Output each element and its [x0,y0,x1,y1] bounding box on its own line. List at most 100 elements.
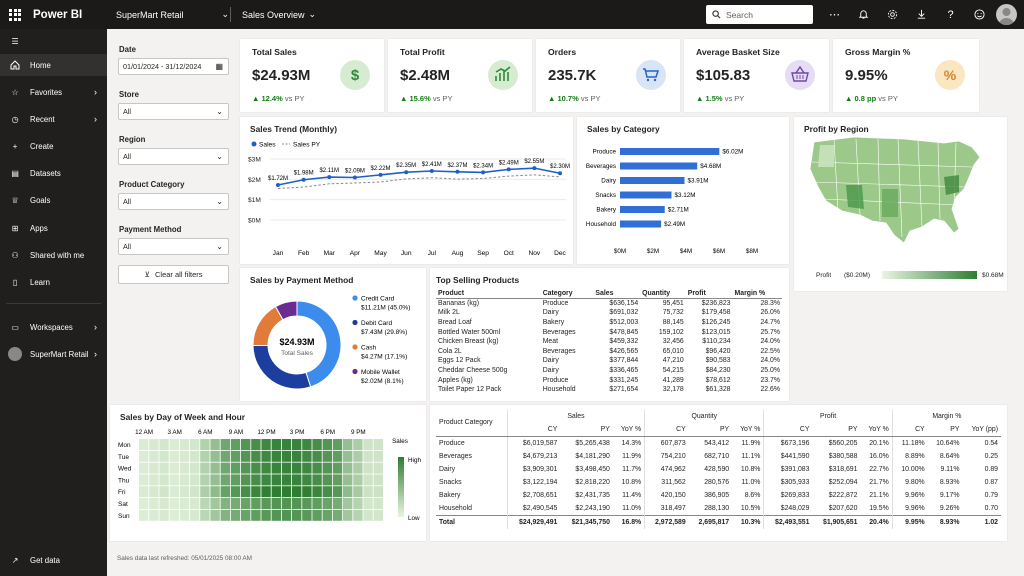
nav-item-goals[interactable]: ♕ Goals [0,189,107,211]
matrix-row[interactable]: Bakery $2,708,651 $2,431,735 11.4% 420,150 38… [436,489,1001,503]
nav-item-workspaces[interactable]: ▭ Workspaces › [0,316,107,338]
column-label: 6 AM [198,429,212,436]
nav-item-current-workspace[interactable]: SuperMart Retail › [0,343,107,365]
matrix-sub-header[interactable]: CY [506,423,561,437]
heatmap-cell [139,439,149,450]
column-header[interactable]: Profit [685,289,733,300]
nav-item-home[interactable]: Home [0,54,107,76]
matrix-sub-header[interactable]: YoY % [612,423,645,437]
column-header[interactable]: Margin % [732,289,782,300]
column-header[interactable]: Product [436,289,541,300]
matrix-sub-header[interactable]: YoY % [860,423,893,437]
matrix-cell: 288,130 [704,505,730,513]
table-row[interactable]: Cheddar Cheese 500g Dairy $336,465 54,215 $8… [436,366,782,376]
matrix-group-header[interactable]: Sales [506,410,645,424]
heatmap-cell [210,462,220,474]
settings-icon[interactable] [878,0,907,29]
heatmap-cell [251,486,261,498]
category-label: Household [586,221,617,228]
data-label: $3.91M [688,178,709,185]
nav-label: Datasets [30,168,61,178]
chevron-right-icon: › [94,322,97,332]
table-row[interactable]: Toilet Paper 12 Pack Household $271,654 32,… [436,385,782,395]
report-selector[interactable]: Sales Overview ⌄ [242,0,316,29]
matrix-group-header[interactable]: Margin % [891,410,1001,424]
matrix-sub-header[interactable]: PY [927,423,963,437]
heatmap-cell [312,439,322,450]
matrix-row[interactable]: Beverages $4,679,213 $4,181,290 11.9% 754,21… [436,449,1001,463]
more-options-icon[interactable]: ⋯ [829,9,840,21]
payment-dropdown[interactable]: All ⌄ [118,238,229,255]
nav-item-shared[interactable]: ⚇ Shared with me [0,244,107,266]
heatmap-cell [210,486,220,498]
table-row[interactable]: Bottled Water 500ml Beverages $478,845 159,… [436,327,782,337]
matrix-sub-header[interactable]: CY [763,423,813,437]
table-row[interactable]: Eggs 12 Pack Dairy $377,844 47,210 $90,583 24… [436,356,782,366]
nav-label: SuperMart Retail [30,349,89,359]
matrix-total-cell: $1,905,651 [812,514,861,529]
table-row[interactable]: Bananas (kg) Produce $636,154 95,451 $236,82… [436,299,782,309]
heatmap-cell [241,498,251,509]
matrix-sub-header[interactable]: CY [644,423,689,437]
legend-label: Mobile Wallet [361,369,400,376]
nav-item-get-data[interactable]: ↗ Get data [0,549,107,571]
donut-slice [274,300,298,321]
kpi-delta-value: ▲ 10.7% [548,94,579,103]
matrix-cell: 10.8% [740,465,761,473]
region-dropdown[interactable]: All ⌄ [118,148,229,165]
matrix-row[interactable]: Household $2,490,545 $2,243,190 11.0% 318,49… [436,502,1001,516]
clear-filters-button[interactable]: ⊻ Clear all filters [118,265,229,284]
nav-item-datasets[interactable]: ▤ Datasets [0,162,107,184]
matrix-sub-header[interactable]: YoY % [732,423,764,437]
matrix-group-header[interactable]: Quantity [644,410,764,424]
workspace-selector[interactable]: SuperMart Retail ⌄ [116,0,229,29]
matrix-row[interactable]: Produce $6,019,587 $5,265,438 14.3% 607,873 5… [436,436,1001,450]
category-dropdown[interactable]: All ⌄ [118,193,229,210]
nav-item-learn[interactable]: ▯ Learn [0,271,107,293]
heatmap-cell [241,450,251,462]
column-header[interactable]: Sales [593,289,641,300]
date-range-input[interactable]: 01/01/2024 - 31/12/2024 ▦ [118,58,229,75]
matrix-sub-header[interactable]: PY [812,423,861,437]
help-icon[interactable]: ? [947,8,954,21]
matrix-sub-header[interactable]: CY [891,423,928,437]
collapse-nav[interactable]: ☰ [0,30,107,52]
table-row[interactable]: Chicken Breast (kg) Meat $459,332 32,456 $11… [436,337,782,347]
legend-marker [352,344,358,350]
column-header[interactable]: Category [540,289,594,300]
heatmap-cell [230,450,241,462]
table-row[interactable]: Milk 2L Dairy $691,032 75,732 $179,458 26.0% [436,308,782,318]
heatmap-cell [332,462,343,474]
nav-item-create[interactable]: + Create [0,135,107,157]
table-row[interactable]: Apples (kg) Produce $331,245 41,289 $78,612 2… [436,375,782,385]
download-icon[interactable] [907,0,936,29]
app-launcher-icon[interactable] [9,8,21,21]
matrix-cell: $2,818,220 [575,479,610,487]
chart-title: Sales by Day of Week and Hour [120,412,246,422]
matrix-sub-header[interactable]: PY [688,423,733,437]
table-cell: $336,465 [609,367,639,375]
matrix-group-header[interactable]: Profit [763,410,893,424]
matrix-sub-header[interactable]: YoY (pp) [962,423,1001,437]
table-row[interactable]: Cola 2L Beverages $426,565 65,010 $96,420 22.… [436,347,782,357]
matrix-sub-header[interactable]: PY [560,423,613,437]
feedback-icon[interactable] [965,0,994,29]
heatmap-cell [169,439,179,450]
store-dropdown[interactable]: All ⌄ [118,103,229,120]
kpi-delta-value: ▲ 15.6% [400,94,431,103]
nav-item-apps[interactable]: ⊞ Apps [0,217,107,239]
nav-item-recent[interactable]: ◷ Recent › [0,108,107,130]
nav-item-favorites[interactable]: ☆ Favorites › [0,81,107,103]
nav-label: Home [30,60,51,70]
legend-value: $7.43M (29.8%) [361,329,407,336]
column-header[interactable]: Quantity [640,289,686,300]
user-avatar[interactable] [996,4,1017,25]
matrix-row[interactable]: Dairy $3,909,301 $3,498,450 11.7% 474,962 428… [436,462,1001,476]
heatmap-cell [261,439,271,450]
matrix-row[interactable]: Snacks $3,122,194 $2,818,220 10.8% 311,562 28… [436,475,1001,490]
notifications-icon[interactable] [849,0,878,29]
table-cell: Meat [542,338,559,346]
table-row[interactable]: Bread Loaf Bakery $512,003 88,145 $126,245 24… [436,318,782,328]
heatmap-cell [230,462,241,474]
search-input[interactable]: Search [706,5,813,24]
